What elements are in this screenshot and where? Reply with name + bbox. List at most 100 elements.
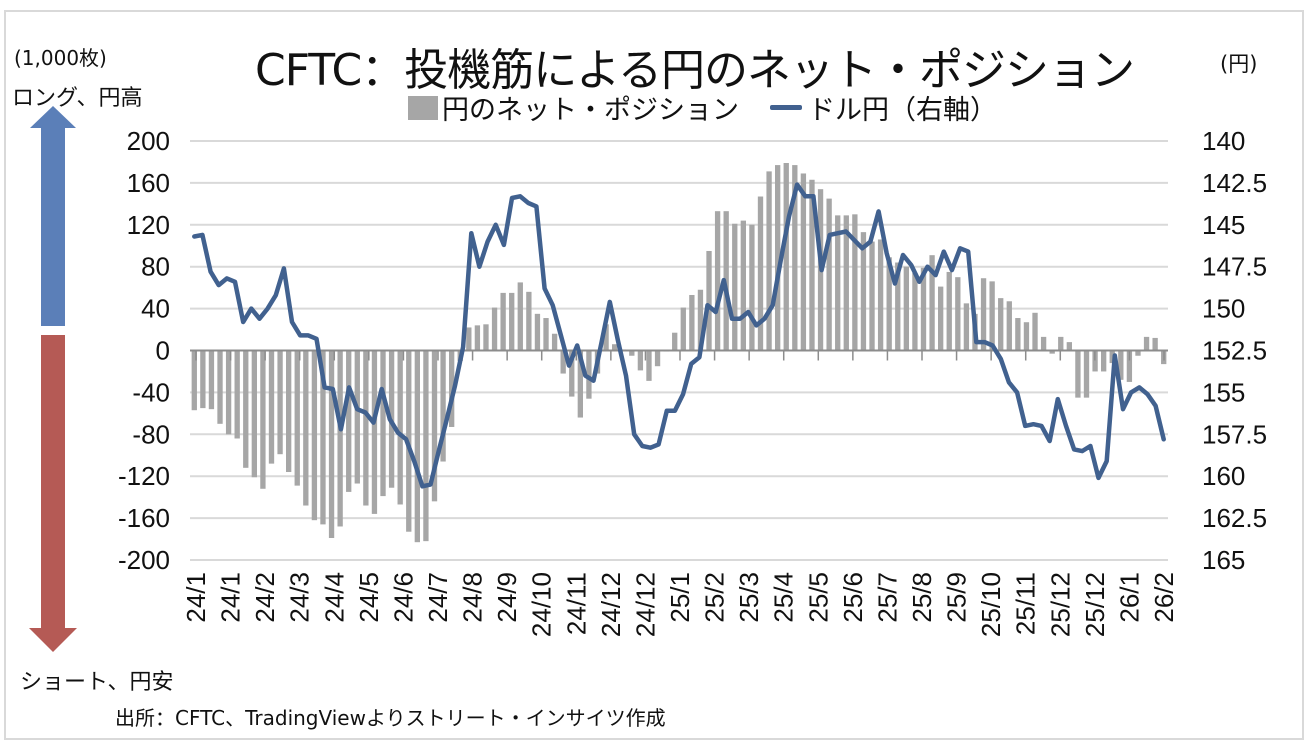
down-arrow-head	[29, 628, 77, 652]
x-tick-label: 24/1	[216, 572, 246, 623]
chart-title: CFTC：投機筋による円のネット・ポジション	[255, 45, 1135, 96]
bar	[1066, 342, 1073, 351]
left-tick-label: -160	[118, 503, 170, 533]
bar	[1109, 350, 1115, 364]
legend-label: 円のネット・ポジション	[442, 95, 739, 126]
left-tick-label: -80	[132, 419, 170, 449]
bar	[998, 298, 1004, 351]
bar	[1040, 336, 1047, 351]
bar	[251, 350, 258, 478]
x-tick-label: 24/11	[561, 572, 591, 635]
bar	[1006, 301, 1012, 351]
bar	[629, 350, 635, 356]
bar	[637, 350, 644, 371]
bar	[225, 350, 232, 435]
right-tick-label: 140	[1202, 126, 1245, 156]
x-tick-label: 25/8	[907, 572, 937, 623]
bar	[354, 350, 360, 484]
right-axis-unit: (円)	[1220, 52, 1258, 76]
bar	[328, 350, 335, 539]
legend-label: ドル円（右軸）	[808, 95, 997, 126]
bar	[937, 286, 944, 351]
right-tick-label: 162.5	[1202, 503, 1267, 533]
bar	[551, 333, 558, 351]
bar	[1152, 337, 1158, 351]
long-label: ロング、円高	[12, 86, 143, 111]
bar	[783, 162, 789, 351]
bar	[217, 350, 223, 424]
bar	[560, 350, 566, 374]
bar	[749, 224, 755, 351]
bar	[689, 294, 695, 351]
down-arrow-shaft	[41, 335, 65, 628]
x-tick-label: 25/1	[665, 572, 695, 623]
bar	[474, 325, 481, 351]
bar	[191, 350, 197, 411]
bar	[586, 350, 592, 399]
x-tick-label: 26/1	[1114, 572, 1144, 623]
bar	[877, 239, 884, 351]
bar	[852, 214, 858, 351]
bar	[577, 350, 584, 418]
bar	[346, 350, 352, 492]
x-tick-label: 25/11	[1011, 572, 1041, 635]
x-tick-label: 25/6	[838, 572, 868, 623]
x-tick-label: 24/2	[250, 572, 280, 623]
bar	[714, 211, 721, 351]
legend-item-usdjpy: ドル円（右軸）	[770, 88, 997, 127]
bar	[740, 220, 747, 351]
bar	[1023, 322, 1030, 351]
bar	[363, 350, 369, 506]
right-tick-label: 157.5	[1202, 419, 1267, 449]
bar	[500, 292, 506, 351]
bar	[1083, 350, 1090, 398]
bar	[654, 350, 661, 367]
x-tick-label: 24/7	[423, 572, 453, 623]
bar	[337, 350, 343, 527]
bar	[1049, 350, 1055, 354]
usdjpy-line	[192, 182, 1166, 489]
source-note: 出所：CFTC、TradingViewよりストリート・インサイツ作成	[115, 706, 666, 730]
right-tick-label: 152.5	[1202, 336, 1267, 366]
left-tick-label: 40	[141, 294, 170, 324]
bar	[208, 350, 215, 410]
bar	[792, 165, 798, 351]
bar	[483, 324, 489, 351]
x-tick-label: 24/4	[319, 572, 349, 623]
x-tick-label: 24/1	[181, 572, 211, 623]
bar	[414, 350, 421, 543]
up-arrow-shaft	[41, 128, 65, 326]
short-label: ショート、円安	[20, 670, 174, 695]
bar	[1015, 318, 1021, 351]
bar	[920, 267, 927, 351]
bar	[697, 289, 704, 351]
legend-item-net-position: 円のネット・ポジション	[408, 88, 739, 127]
bar	[423, 350, 429, 542]
x-tick-label: 24/9	[492, 572, 522, 623]
bar	[732, 223, 738, 351]
bar	[860, 232, 867, 351]
left-tick-label: 0	[156, 336, 170, 366]
x-tick-label: 25/2	[700, 572, 730, 623]
x-tick-label: 24/10	[527, 572, 557, 637]
bar	[234, 350, 240, 439]
bar	[929, 255, 935, 351]
bar	[963, 303, 970, 351]
bar	[1118, 350, 1124, 380]
bar	[303, 350, 309, 506]
x-tick-label: 24/12	[630, 572, 660, 637]
bar	[843, 215, 849, 351]
x-tick-label: 24/8	[458, 572, 488, 623]
bar	[706, 250, 712, 351]
bar	[800, 173, 807, 351]
bar	[980, 278, 987, 351]
bar	[534, 313, 541, 351]
bar	[1092, 350, 1098, 372]
bar	[448, 350, 455, 427]
direction-arrows	[29, 106, 77, 652]
x-tick-label: 25/12	[1080, 572, 1110, 637]
bar	[955, 277, 961, 351]
bar	[268, 350, 275, 464]
bar	[895, 262, 901, 351]
